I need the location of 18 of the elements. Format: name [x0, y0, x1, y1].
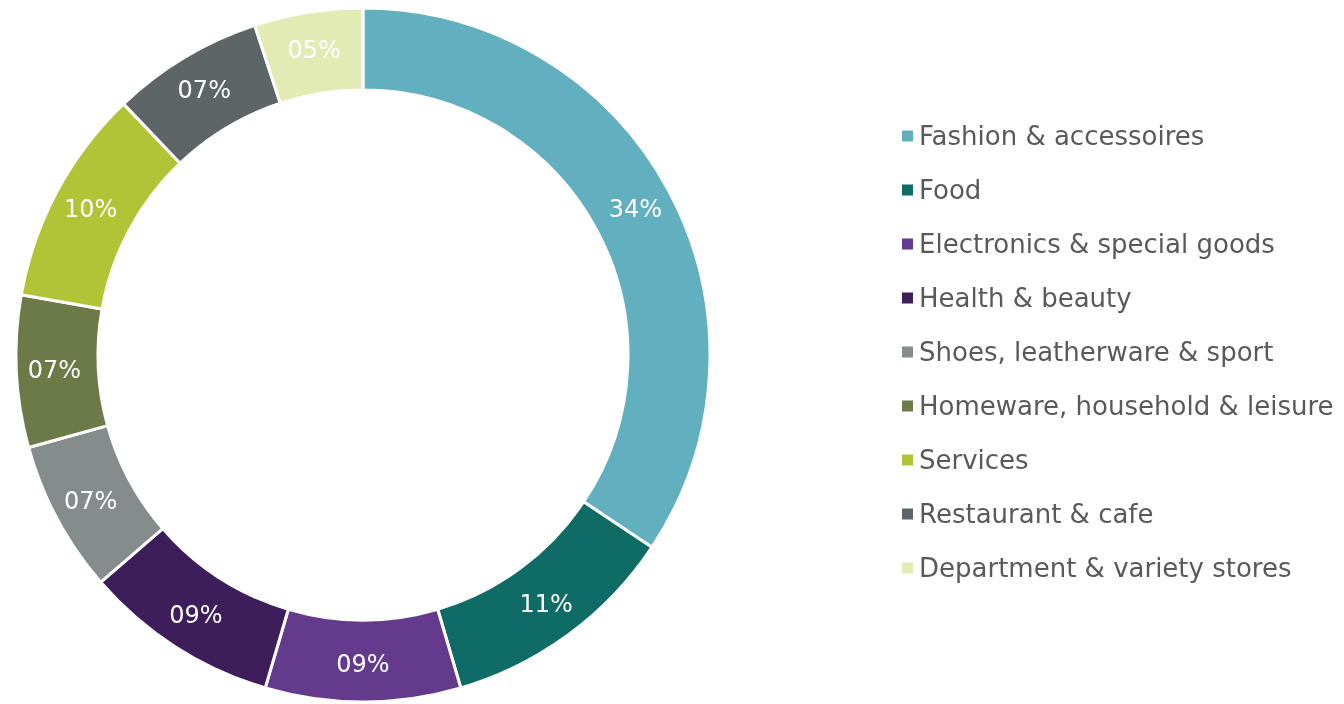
data-label: 09% [169, 600, 223, 629]
legend-label: Shoes, leatherware & sport [919, 337, 1274, 367]
data-label: 07% [63, 486, 118, 515]
legend-label: Fashion & accessoires [919, 121, 1205, 151]
legend-label: Department & variety stores [919, 553, 1292, 583]
legend-label: Homeware, household & leisure [919, 391, 1334, 421]
data-label: 05% [287, 35, 341, 64]
legend-label: Health & beauty [919, 283, 1132, 313]
data-label: 09% [336, 650, 390, 678]
data-label: 10% [63, 195, 118, 224]
legend-label: Restaurant & cafe [919, 499, 1154, 529]
data-label: 11% [519, 589, 573, 618]
legend-label: Electronics & special goods [919, 229, 1275, 259]
data-label: 34% [608, 195, 663, 224]
legend-label: Food [919, 175, 982, 205]
data-label: 07% [177, 75, 231, 104]
data-label: 07% [27, 355, 82, 384]
legend-label: Services [919, 445, 1029, 475]
